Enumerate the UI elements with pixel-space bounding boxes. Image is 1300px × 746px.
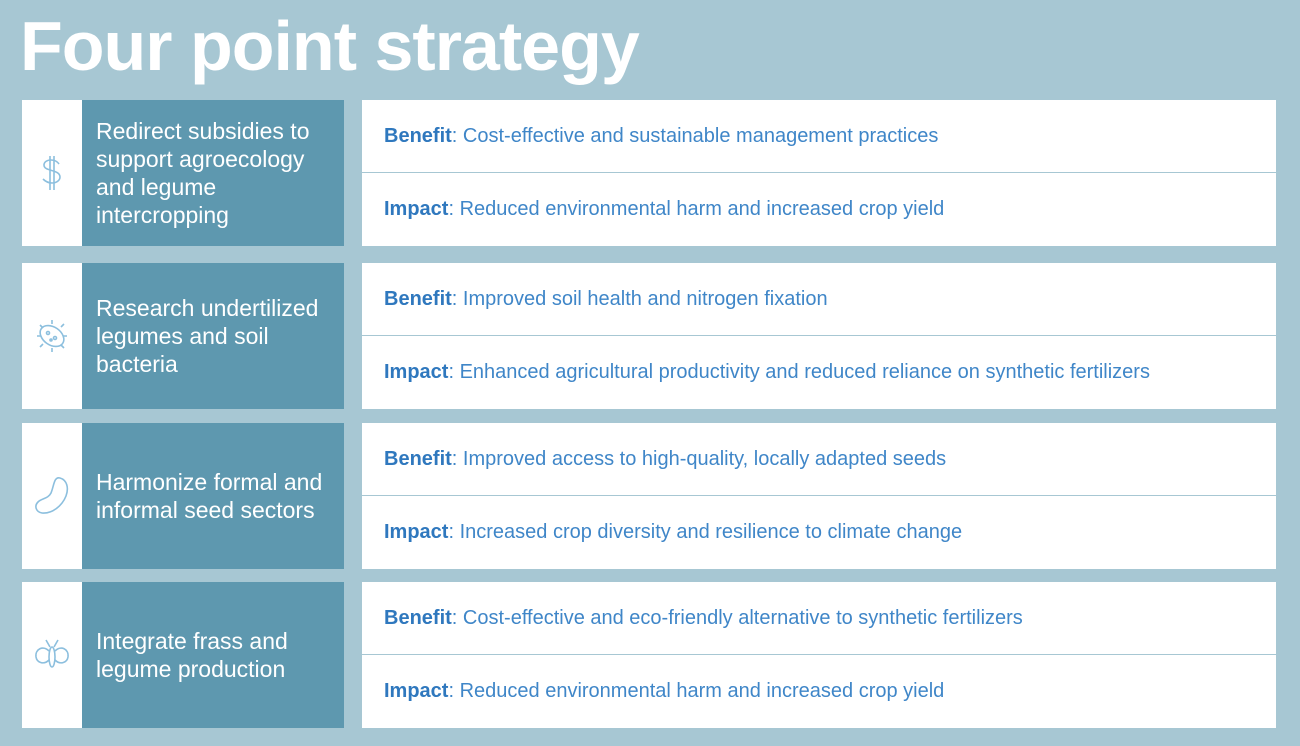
icon	[22, 263, 82, 409]
strategy-name: Redirect subsidies to support agroecolog…	[82, 100, 344, 246]
impact: Impact: Reduced environmental harm and i…	[362, 655, 1276, 728]
strategy-name: Integrate frass and legume production	[82, 582, 344, 728]
benefit-text: : Improved soil health and nitrogen fixa…	[451, 287, 828, 310]
impact-text: : Increased crop diversity and resilienc…	[448, 521, 963, 543]
icon	[22, 100, 82, 246]
icon	[22, 582, 82, 728]
benefit: Benefit: Improved soil health and nitrog…	[362, 263, 1276, 336]
title: Four point strategy	[20, 7, 640, 85]
panel: Benefit: Cost-effective and eco-friendly…	[362, 582, 1276, 728]
strategy-row: Harmonize formal and informal seed secto…	[22, 423, 1276, 569]
benefit-text: : Improved access to high-quality, local…	[451, 447, 947, 470]
impact: Impact: Enhanced agricultural productivi…	[362, 336, 1276, 409]
benefit-text: : Cost-effective and sustainable managem…	[451, 124, 939, 147]
impact-text: : Reduced environmental harm and increas…	[448, 198, 945, 220]
impact: Impact: Reduced environmental harm and i…	[362, 173, 1276, 246]
panel: Benefit: Improved soil health and nitrog…	[362, 263, 1276, 409]
impact-label: Impact	[384, 680, 449, 702]
benefit-text: : Cost-effective and eco-friendly altern…	[451, 606, 1023, 629]
benefit: Benefit: Cost-effective and eco-friendly…	[362, 582, 1276, 655]
panel: Benefit: Cost-effective and sustainable …	[362, 100, 1276, 246]
benefit: Benefit: Improved access to high-quality…	[362, 423, 1276, 496]
impact: Impact: Increased crop diversity and res…	[362, 496, 1276, 569]
impact-text: : Reduced environmental harm and increas…	[448, 680, 945, 702]
strategy-name: Research undertilized legumes and soil b…	[82, 263, 344, 409]
impact-text: : Enhanced agricultural productivity and…	[448, 361, 1150, 383]
strategy-row: Research undertilized legumes and soil b…	[22, 263, 1276, 409]
benefit-label: Benefit	[384, 606, 452, 629]
benefit-label: Benefit	[384, 287, 452, 310]
impact-label: Impact	[384, 361, 449, 383]
panel: Benefit: Improved access to high-quality…	[362, 423, 1276, 569]
strategy-name: Harmonize formal and informal seed secto…	[82, 423, 344, 569]
benefit-label: Benefit	[384, 447, 452, 470]
icon	[22, 423, 82, 569]
strategy-row: Integrate frass and legume production Be…	[22, 582, 1276, 728]
strategy-row: Redirect subsidies to support agroecolog…	[22, 100, 1276, 246]
benefit: Benefit: Cost-effective and sustainable …	[362, 100, 1276, 173]
impact-label: Impact	[384, 198, 449, 220]
impact-label: Impact	[384, 521, 449, 543]
benefit-label: Benefit	[384, 124, 452, 147]
